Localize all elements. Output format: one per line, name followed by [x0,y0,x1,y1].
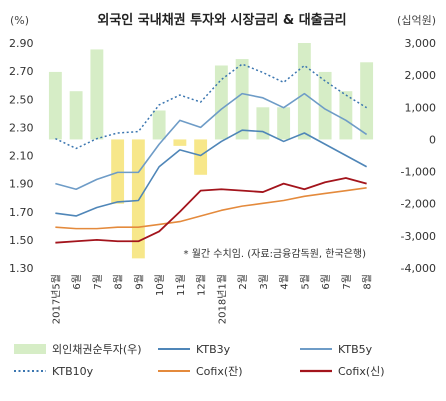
right-tick-2: 1,000 [405,101,437,114]
x-tick-12: 5월 [299,274,311,290]
bar-5 [152,110,166,140]
right-axis-unit: (십억원) [397,14,436,27]
left-tick-7: 1.50 [9,234,34,247]
legend-label-0: 외인채권순투자(우) [52,343,142,356]
left-tick-3: 2.30 [9,121,34,134]
legend-label-4: Cofix(잔) [196,365,243,378]
x-tick-9: 2월 [237,274,249,290]
bar-11 [277,107,291,140]
bar-7 [194,139,208,175]
legend-swatch-0 [14,344,46,354]
bar-14 [339,91,353,140]
legend-label-3: KTB10y [52,365,94,378]
left-axis-ticks: 2.90 2.70 2.50 2.30 2.10 1.90 1.70 1.50 1.30 [9,37,34,275]
legend: 외인채권순투자(우) KTB3y KTB5y KTB10y Cofix(잔) Cofix(… [14,343,385,378]
chart-title: 외국인 국내채권 투자와 시장금리 & 대출금리 [97,12,346,28]
bar-1 [69,91,83,140]
left-tick-4: 2.10 [9,150,34,163]
line-series [55,63,368,244]
bar-8 [214,65,228,140]
bar-9 [235,59,249,140]
left-axis-unit: (%) [10,14,29,27]
left-tick-0: 2.90 [9,37,34,50]
x-tick-3: 8월 [113,274,125,290]
left-tick-2: 2.50 [9,93,34,106]
x-tick-14: 7월 [341,274,353,290]
left-tick-1: 2.70 [9,65,34,78]
x-tick-1: 6월 [71,274,83,290]
right-tick-3: 0 [429,133,436,146]
left-tick-8: 1.30 [9,262,34,275]
series-line-1 [55,92,368,191]
legend-label-1: KTB3y [196,343,231,356]
x-tick-6: 11월 [175,274,187,296]
right-axis-ticks: 3,000 2,000 1,000 0 -1,000 -2,000 -3,000 -4,000 [401,37,436,275]
right-tick-5: -2,000 [401,198,436,211]
series-line-3 [55,187,367,230]
bar-12 [297,43,311,140]
legend-label-2: KTB5y [338,343,373,356]
chart-note: * 월간 수치임. (자료:금융감독원, 한국은행) [184,247,367,260]
x-tick-13: 6월 [320,274,332,290]
bar-15 [360,62,374,140]
legend-label-5: Cofix(신) [338,365,385,378]
bar-6 [173,139,187,146]
bar-3 [111,139,125,204]
right-tick-1: 2,000 [405,69,437,82]
bar-series [48,43,374,259]
right-tick-7: -4,000 [401,262,436,275]
bar-0 [48,71,62,140]
x-tick-10: 3월 [258,274,270,290]
x-tick-7: 12월 [196,274,208,296]
bar-13 [318,71,332,140]
series-line-0 [55,129,368,217]
x-tick-0: 2017년5월 [50,274,62,324]
bar-2 [90,49,104,140]
x-tick-11: 4월 [279,274,291,290]
x-tick-2: 7월 [92,274,104,290]
left-tick-6: 1.70 [9,206,34,219]
series-line-4 [55,177,367,244]
right-tick-4: -1,000 [401,166,436,179]
x-tick-15: 8월 [362,274,374,290]
left-tick-5: 1.90 [9,178,34,191]
x-axis-ticks: 2017년5월 6월 7월 8월 9월 10월 11월 12월 2018년1월 2월 3월 4월 5월 6… [50,274,373,324]
x-tick-5: 10월 [154,274,166,296]
x-tick-8: 2018년1월 [216,274,228,324]
x-tick-4: 9월 [133,274,145,290]
right-tick-0: 3,000 [405,37,437,50]
right-tick-6: -3,000 [401,230,436,243]
